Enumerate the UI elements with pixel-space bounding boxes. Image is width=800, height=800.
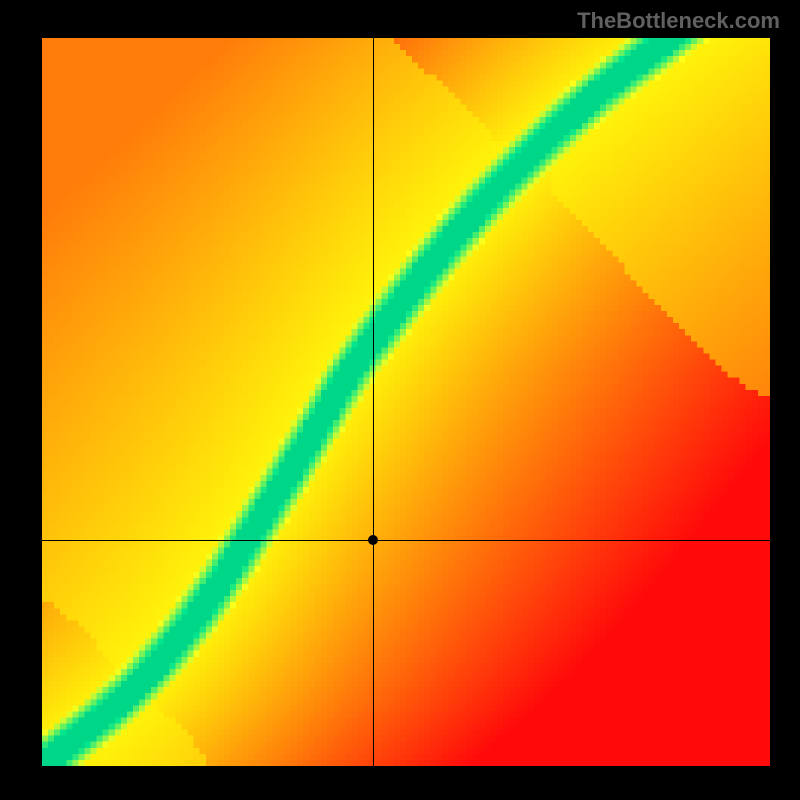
heatmap-plot [42, 38, 770, 766]
crosshair-horizontal [42, 540, 770, 541]
heatmap-canvas [42, 38, 770, 766]
crosshair-vertical [373, 38, 374, 766]
watermark-text: TheBottleneck.com [577, 8, 780, 34]
crosshair-marker [368, 535, 378, 545]
